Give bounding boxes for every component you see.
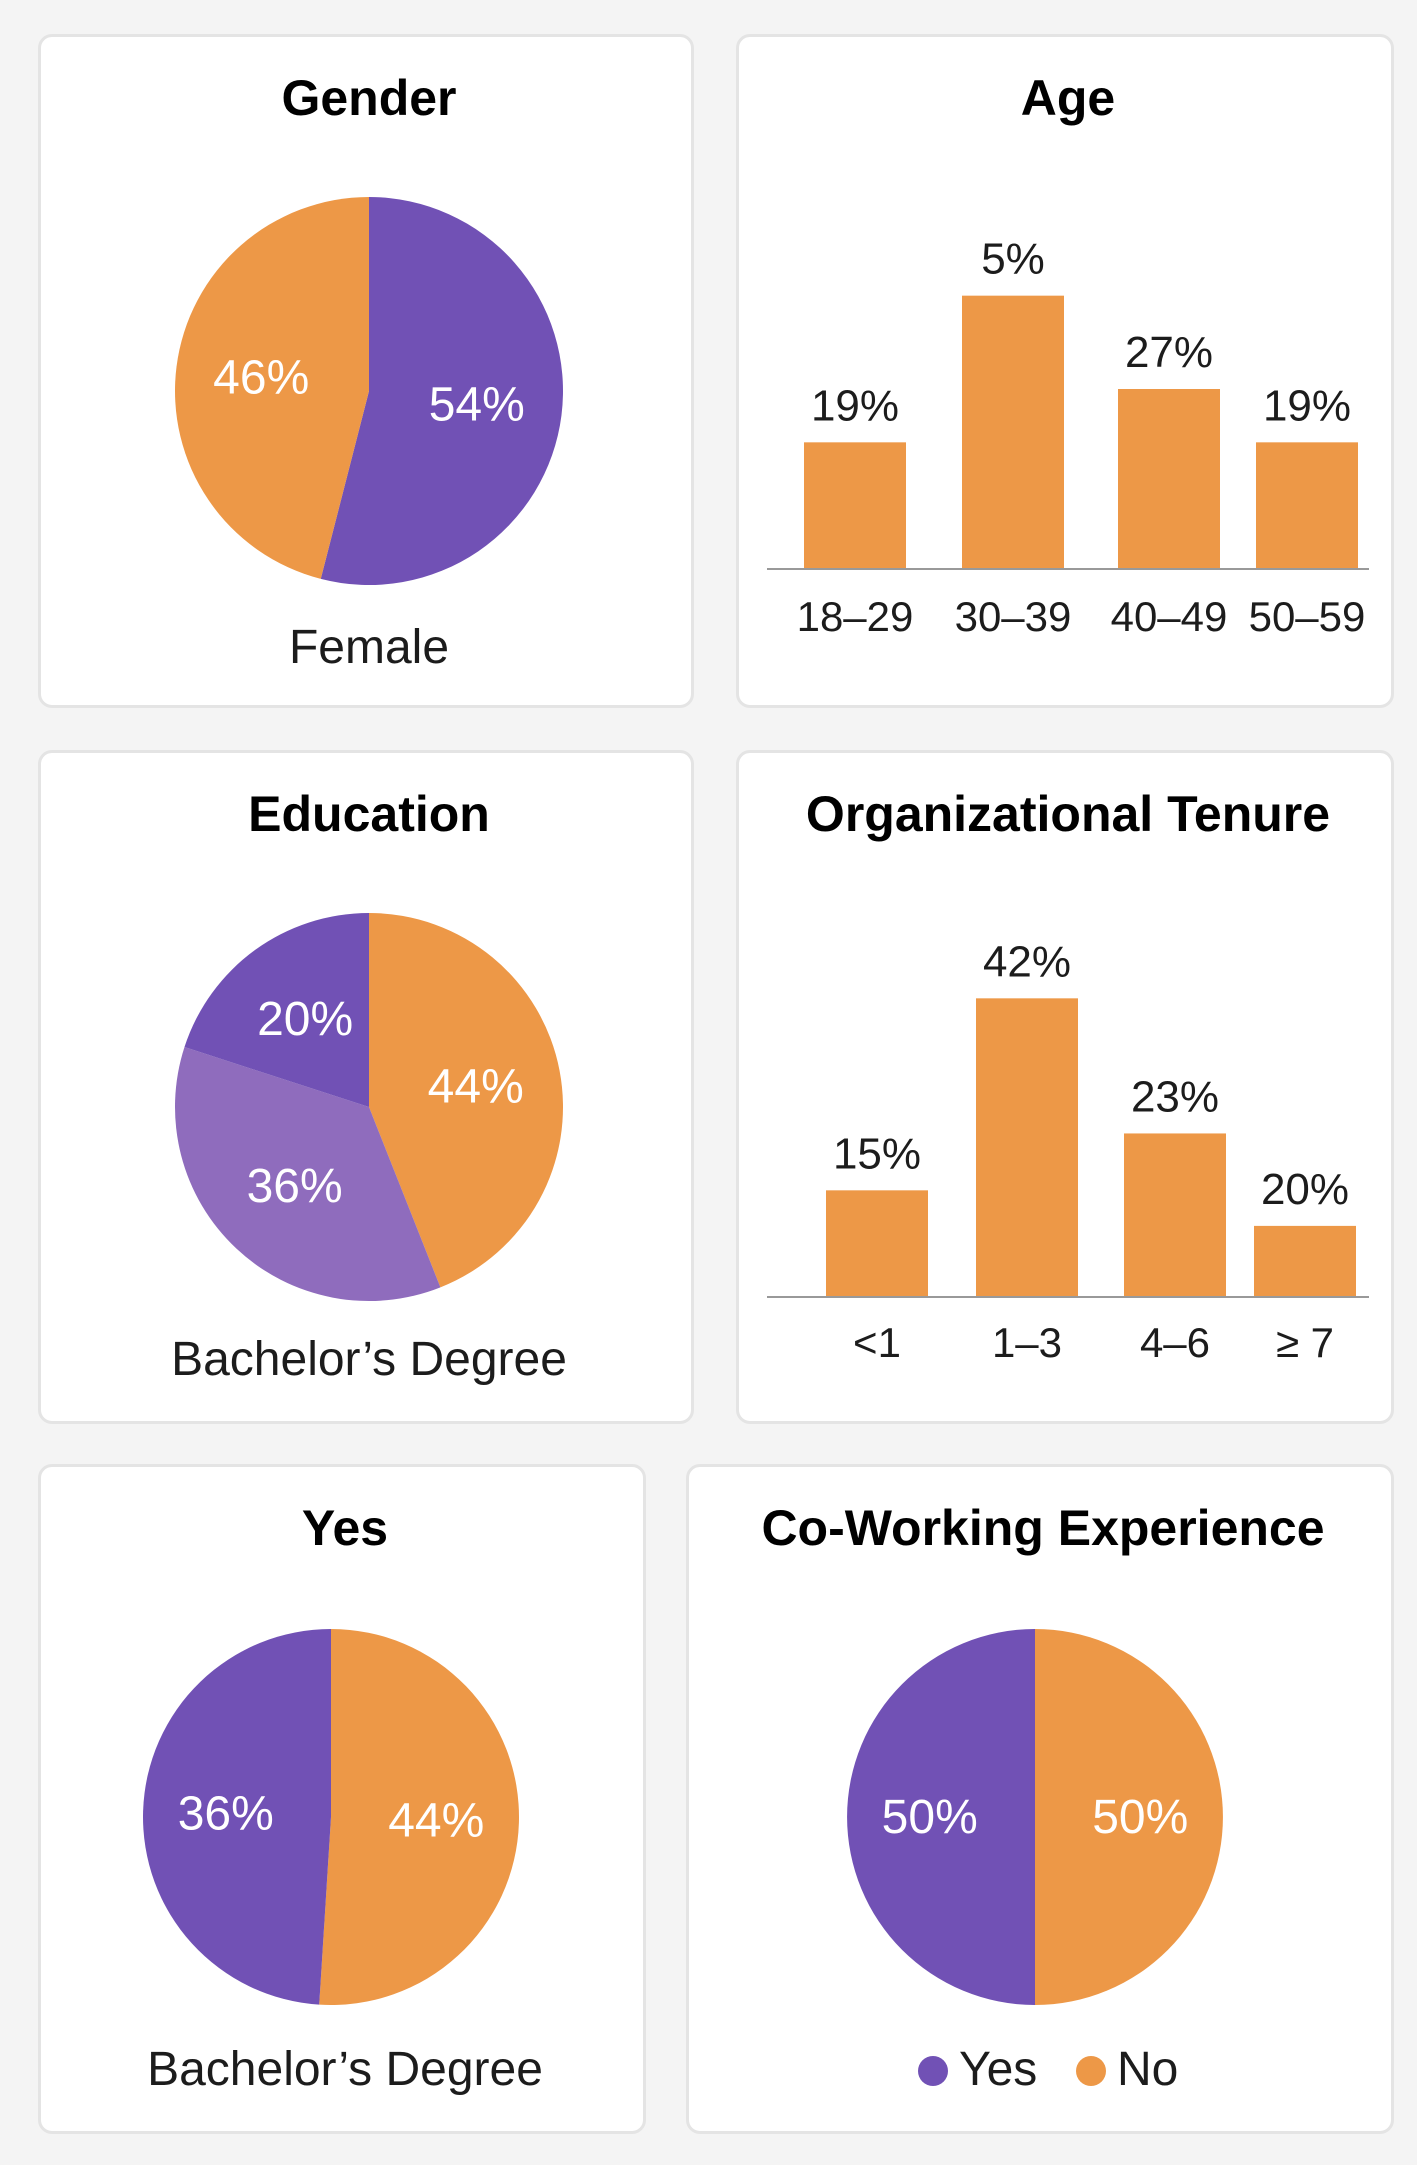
pie-slice (847, 1629, 1035, 2005)
pie-caption: Bachelor’s Degree (147, 2043, 543, 2096)
yes-card: Yes 44% 36% Bachelor’s Degree (38, 1464, 646, 2134)
chart-title: Yes (302, 1500, 388, 1556)
bar (826, 1190, 928, 1297)
legend-label: No (1117, 2043, 1178, 2096)
age-bar-chart: Age 19% 18–29 5% 30–39 27% 40–49 19% 50–59 (767, 70, 1369, 640)
gender-pie-chart: Gender 54% 46% Female (175, 70, 564, 674)
pie-slice (369, 913, 563, 1288)
category-label: <1 (853, 1319, 901, 1366)
bar-value-label: 19% (811, 381, 899, 430)
age-card: Age 19% 18–29 5% 30–39 27% 40–49 19% 50–59 (736, 34, 1394, 708)
pie-slice (174, 1047, 441, 1301)
bar-value-label: 23% (1131, 1072, 1219, 1121)
pie-slice (184, 913, 369, 1107)
legend-label: Yes (959, 2043, 1037, 2096)
pie-caption: Bachelor’s Degree (171, 1333, 567, 1386)
category-label: 1–3 (992, 1319, 1062, 1366)
slice-label: 44% (388, 1794, 484, 1847)
bar-value-label: 27% (1125, 328, 1213, 377)
pie-slice (175, 197, 369, 579)
category-label: 50–59 (1249, 593, 1366, 640)
legend-swatch (918, 2056, 948, 2086)
category-label: ≥ 7 (1276, 1319, 1334, 1366)
bar-value-label: 5% (981, 235, 1045, 284)
category-label: 40–49 (1111, 593, 1228, 640)
gender-card: Gender 54% 46% Female (38, 34, 694, 708)
bar-value-label: 15% (833, 1129, 921, 1178)
bar (1118, 389, 1220, 569)
bar-value-label: 19% (1263, 381, 1351, 430)
chart-title: Co-Working Experience (761, 1500, 1324, 1556)
bar (1124, 1133, 1226, 1297)
slice-label: 50% (882, 1791, 978, 1844)
coworking-card: Co-Working Experience 50% 50% Yes No (686, 1464, 1394, 2134)
pie-slice (143, 1629, 331, 2005)
bar (1256, 442, 1358, 569)
slice-label: 36% (178, 1788, 274, 1841)
slice-label: 50% (1092, 1791, 1188, 1844)
slice-label: 46% (213, 351, 309, 404)
tenure-card: Organizational Tenure 15% <1 42% 1–3 23% 4–6 20… (736, 750, 1394, 1424)
pie-slice (320, 197, 564, 586)
slice-label: 20% (257, 993, 353, 1046)
legend-swatch (1076, 2056, 1106, 2086)
tenure-bar-chart: Organizational Tenure 15% <1 42% 1–3 23% 4–6 20… (767, 786, 1369, 1366)
education-pie-chart: Education 44% 36% 20% Bachelor’s Degree (171, 786, 567, 1386)
bar (1254, 1225, 1356, 1297)
pie-slice (319, 1629, 520, 2005)
slice-label: 44% (428, 1061, 524, 1114)
chart-title: Age (1021, 70, 1115, 126)
bar (976, 998, 1078, 1297)
slice-label: 36% (247, 1160, 343, 1213)
education-card: Education 44% 36% 20% Bachelor’s Degree (38, 750, 694, 1424)
yes-pie-chart: Yes 44% 36% Bachelor’s Degree (143, 1500, 543, 2096)
category-label: 4–6 (1140, 1319, 1210, 1366)
chart-title: Gender (281, 70, 456, 126)
category-label: 18–29 (797, 593, 914, 640)
chart-title: Education (248, 786, 490, 842)
coworking-pie-chart: Co-Working Experience 50% 50% Yes No (761, 1500, 1324, 2096)
slice-label: 54% (429, 379, 525, 432)
category-label: 30–39 (955, 593, 1072, 640)
bar-value-label: 20% (1261, 1165, 1349, 1214)
bar (804, 442, 906, 569)
pie-slice (1035, 1629, 1223, 2005)
bar (962, 295, 1064, 569)
pie-caption: Female (289, 621, 449, 674)
chart-title: Organizational Tenure (806, 786, 1330, 842)
bar-value-label: 42% (983, 937, 1071, 986)
